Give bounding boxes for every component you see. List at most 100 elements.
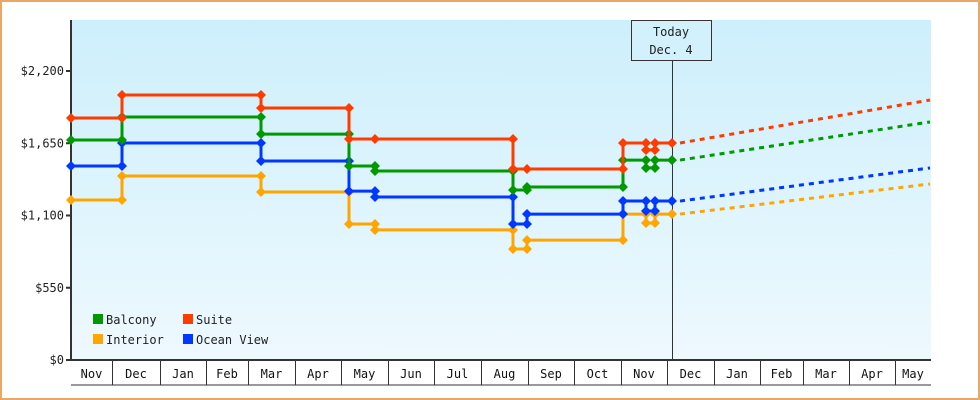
data-point-marker[interactable] bbox=[508, 219, 518, 230]
data-point-marker[interactable] bbox=[667, 209, 677, 220]
series-lines bbox=[66, 90, 931, 254]
data-point-marker[interactable] bbox=[256, 111, 266, 122]
today-date: Dec. 4 bbox=[649, 43, 692, 57]
data-point-marker[interactable] bbox=[650, 144, 660, 155]
data-point-marker[interactable] bbox=[650, 196, 660, 207]
data-point-marker[interactable] bbox=[256, 103, 266, 114]
data-point-marker[interactable] bbox=[66, 134, 76, 145]
data-point-marker[interactable] bbox=[508, 191, 518, 202]
data-point-marker[interactable] bbox=[641, 155, 651, 166]
data-point-marker[interactable] bbox=[117, 134, 127, 145]
series-projection bbox=[679, 166, 931, 203]
data-point-marker[interactable] bbox=[650, 162, 660, 173]
data-point-marker[interactable] bbox=[641, 137, 651, 148]
month-label: Feb bbox=[771, 367, 793, 381]
month-label: Dec bbox=[680, 367, 702, 381]
month-label: Apr bbox=[861, 367, 883, 381]
data-point-marker[interactable] bbox=[618, 137, 628, 148]
plot-area bbox=[71, 20, 931, 360]
data-point-marker[interactable] bbox=[522, 235, 532, 246]
data-point-marker[interactable] bbox=[508, 224, 518, 235]
data-point-marker[interactable] bbox=[641, 162, 651, 173]
y-tick-label: $550 bbox=[35, 281, 64, 295]
today-label: Today bbox=[653, 25, 689, 39]
y-tick-label: $0 bbox=[50, 353, 64, 367]
data-point-marker[interactable] bbox=[66, 113, 76, 124]
legend-label: Balcony bbox=[106, 313, 157, 327]
data-point-marker[interactable] bbox=[66, 194, 76, 205]
data-point-marker[interactable] bbox=[650, 137, 660, 148]
data-point-marker[interactable] bbox=[618, 196, 628, 207]
data-point-marker[interactable] bbox=[256, 90, 266, 101]
data-point-marker[interactable] bbox=[618, 209, 628, 220]
data-point-marker[interactable] bbox=[370, 134, 380, 145]
data-point-marker[interactable] bbox=[618, 181, 628, 192]
data-point-marker[interactable] bbox=[344, 219, 354, 230]
month-label: Mar bbox=[815, 367, 837, 381]
month-label: Nov bbox=[633, 367, 655, 381]
month-label: Jul bbox=[447, 367, 469, 381]
data-point-marker[interactable] bbox=[522, 163, 532, 174]
data-point-marker[interactable] bbox=[344, 160, 354, 171]
legend-swatch bbox=[183, 314, 193, 324]
data-point-marker[interactable] bbox=[370, 186, 380, 197]
data-point-marker[interactable] bbox=[618, 235, 628, 246]
data-point-marker[interactable] bbox=[650, 206, 660, 217]
month-label: Dec bbox=[125, 367, 147, 381]
data-point-marker[interactable] bbox=[256, 186, 266, 197]
data-point-marker[interactable] bbox=[370, 191, 380, 202]
data-point-marker[interactable] bbox=[117, 160, 127, 171]
data-point-marker[interactable] bbox=[641, 217, 651, 228]
x-axis: Nov Dec Jan Feb Mar Apr May Jun Jul Aug Sep Oct Nov D… bbox=[71, 359, 931, 386]
data-point-marker[interactable] bbox=[117, 170, 127, 181]
data-point-marker[interactable] bbox=[650, 155, 660, 166]
data-point-marker[interactable] bbox=[370, 165, 380, 176]
data-point-marker[interactable] bbox=[117, 113, 127, 124]
data-point-marker[interactable] bbox=[370, 219, 380, 230]
series-projection bbox=[679, 98, 931, 145]
data-point-marker[interactable] bbox=[256, 137, 266, 148]
data-point-marker[interactable] bbox=[522, 209, 532, 220]
series-projection bbox=[679, 120, 931, 162]
data-point-marker[interactable] bbox=[117, 90, 127, 101]
data-point-marker[interactable] bbox=[370, 224, 380, 235]
month-label: Oct bbox=[587, 367, 609, 381]
data-point-marker[interactable] bbox=[508, 134, 518, 145]
data-point-marker[interactable] bbox=[256, 155, 266, 166]
data-point-marker[interactable] bbox=[508, 243, 518, 254]
y-axis: $0 $550 $1,100 $1,650 $2,200 bbox=[21, 20, 72, 367]
data-point-marker[interactable] bbox=[641, 144, 651, 155]
y-tick-label: $1,100 bbox=[21, 209, 64, 223]
data-point-marker[interactable] bbox=[66, 160, 76, 171]
data-point-marker[interactable] bbox=[667, 196, 677, 207]
data-point-marker[interactable] bbox=[344, 186, 354, 197]
legend-label: Suite bbox=[196, 313, 232, 327]
data-point-marker[interactable] bbox=[344, 134, 354, 145]
data-point-marker[interactable] bbox=[256, 170, 266, 181]
data-point-marker[interactable] bbox=[650, 217, 660, 228]
data-point-marker[interactable] bbox=[522, 219, 532, 230]
today-box bbox=[631, 20, 712, 61]
data-point-marker[interactable] bbox=[508, 185, 518, 196]
month-label: Jan bbox=[172, 367, 194, 381]
series-balcony bbox=[66, 111, 931, 196]
data-point-marker[interactable] bbox=[667, 137, 677, 148]
data-point-marker[interactable] bbox=[641, 196, 651, 207]
data-point-marker[interactable] bbox=[344, 103, 354, 114]
data-point-marker[interactable] bbox=[641, 206, 651, 217]
legend-swatch bbox=[93, 314, 103, 324]
month-label: Feb bbox=[216, 367, 238, 381]
data-point-marker[interactable] bbox=[522, 181, 532, 192]
month-label: May bbox=[902, 367, 924, 381]
data-point-marker[interactable] bbox=[667, 155, 677, 166]
today-marker: Today Dec. 4 bbox=[631, 20, 712, 360]
y-tick-label: $1,650 bbox=[21, 136, 64, 150]
legend-swatch bbox=[93, 334, 103, 344]
month-label: Nov bbox=[81, 367, 103, 381]
data-point-marker[interactable] bbox=[508, 163, 518, 174]
data-point-marker[interactable] bbox=[117, 194, 127, 205]
data-point-marker[interactable] bbox=[522, 243, 532, 254]
data-point-marker[interactable] bbox=[256, 129, 266, 140]
data-point-marker[interactable] bbox=[618, 163, 628, 174]
